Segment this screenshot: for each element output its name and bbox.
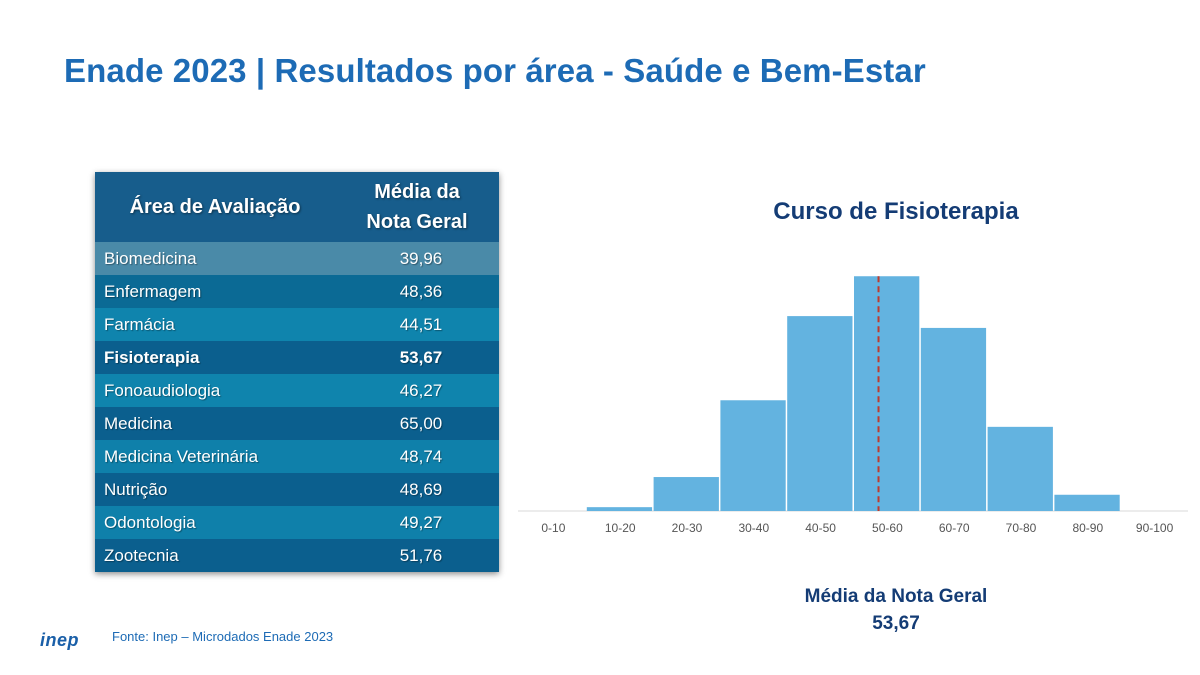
results-table: Área de Avaliação Média da Nota Geral Bi… (95, 172, 499, 572)
header-media-line2: Nota Geral (366, 211, 468, 233)
histogram-bar (987, 426, 1053, 511)
x-tick-label: 50-60 (872, 521, 903, 535)
histogram-bar (1054, 494, 1120, 511)
header-media: Média da Nota Geral (335, 177, 499, 237)
row-value: 48,69 (399, 479, 443, 499)
table-row: Enfermagem 48,36 (95, 275, 499, 308)
row-value: 44,51 (399, 314, 443, 334)
table-row: Medicina Veterinária 48,74 (95, 440, 499, 473)
header-media-line1: Média da (374, 181, 460, 203)
source-note: Fonte: Inep – Microdados Enade 2023 (112, 629, 334, 644)
table-header: Área de Avaliação Média da Nota Geral (95, 172, 499, 242)
row-area: Zootecnia (104, 545, 179, 565)
table-row: Fonoaudiologia 46,27 (95, 374, 499, 407)
histogram-bar (653, 477, 719, 511)
row-value: 49,27 (399, 512, 443, 532)
header-area: Área de Avaliação (129, 195, 301, 218)
histogram-bar (854, 276, 920, 511)
x-tick-label: 10-20 (605, 521, 636, 535)
table-row: Nutrição 48,69 (95, 473, 499, 506)
row-area: Biomedicina (104, 248, 197, 268)
row-area: Fonoaudiologia (104, 380, 221, 400)
table-row: Medicina 65,00 (95, 407, 499, 440)
row-area: Odontologia (104, 512, 196, 532)
x-tick-label: 20-30 (672, 521, 703, 535)
histogram-bar (920, 327, 987, 511)
row-value: 48,36 (399, 281, 443, 301)
row-value: 53,67 (399, 347, 443, 367)
x-tick-label: 60-70 (939, 521, 970, 535)
row-area: Medicina Veterinária (104, 446, 259, 466)
row-area: Medicina (104, 413, 173, 433)
row-area: Nutrição (104, 479, 168, 499)
row-value: 51,76 (399, 545, 443, 565)
row-value: 46,27 (399, 380, 443, 400)
x-tick-label: 30-40 (738, 521, 769, 535)
inep-logo: inep (40, 630, 80, 650)
table-row: Odontologia 49,27 (95, 506, 499, 539)
row-area: Farmácia (104, 314, 175, 334)
row-area: Fisioterapia (104, 347, 200, 367)
histogram-bar (586, 507, 653, 511)
mean-label: Média da Nota Geral (804, 586, 988, 607)
row-value: 48,74 (399, 446, 443, 466)
row-value: 39,96 (399, 248, 443, 268)
chart-title: Curso de Fisioterapia (773, 198, 1019, 225)
x-tick-label: 80-90 (1072, 521, 1103, 535)
row-area: Enfermagem (104, 281, 202, 301)
row-value: 65,00 (399, 413, 443, 433)
histogram-bar (787, 316, 853, 511)
table-row: Fisioterapia 53,67 (95, 341, 499, 374)
x-tick-label: 40-50 (805, 521, 836, 535)
x-tick-label: 70-80 (1006, 521, 1037, 535)
table-body: Biomedicina 39,96 Enfermagem 48,36 Farmácia 4… (95, 242, 499, 572)
mean-value: 53,67 (872, 613, 920, 634)
histogram-bar (720, 400, 786, 511)
page-title: Enade 2023 | Resultados por área - Saúde… (64, 52, 926, 89)
table-row: Biomedicina 39,96 (95, 242, 499, 275)
table-row: Farmácia 44,51 (95, 308, 499, 341)
table-row: Zootecnia 51,76 (95, 539, 499, 572)
x-tick-label: 90-100 (1136, 521, 1174, 535)
x-tick-label: 0-10 (541, 521, 565, 535)
